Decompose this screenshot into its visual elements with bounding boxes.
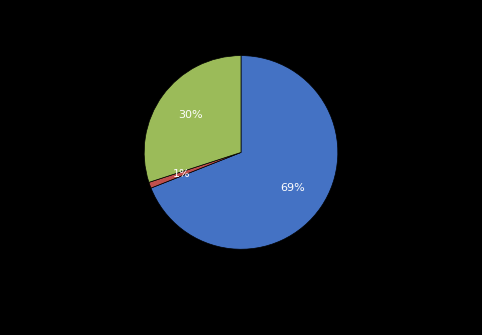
Wedge shape [151, 56, 338, 249]
Text: 69%: 69% [281, 183, 306, 193]
Wedge shape [149, 152, 241, 188]
Text: 30%: 30% [178, 111, 202, 121]
Text: 1%: 1% [173, 169, 190, 179]
Wedge shape [144, 56, 241, 182]
